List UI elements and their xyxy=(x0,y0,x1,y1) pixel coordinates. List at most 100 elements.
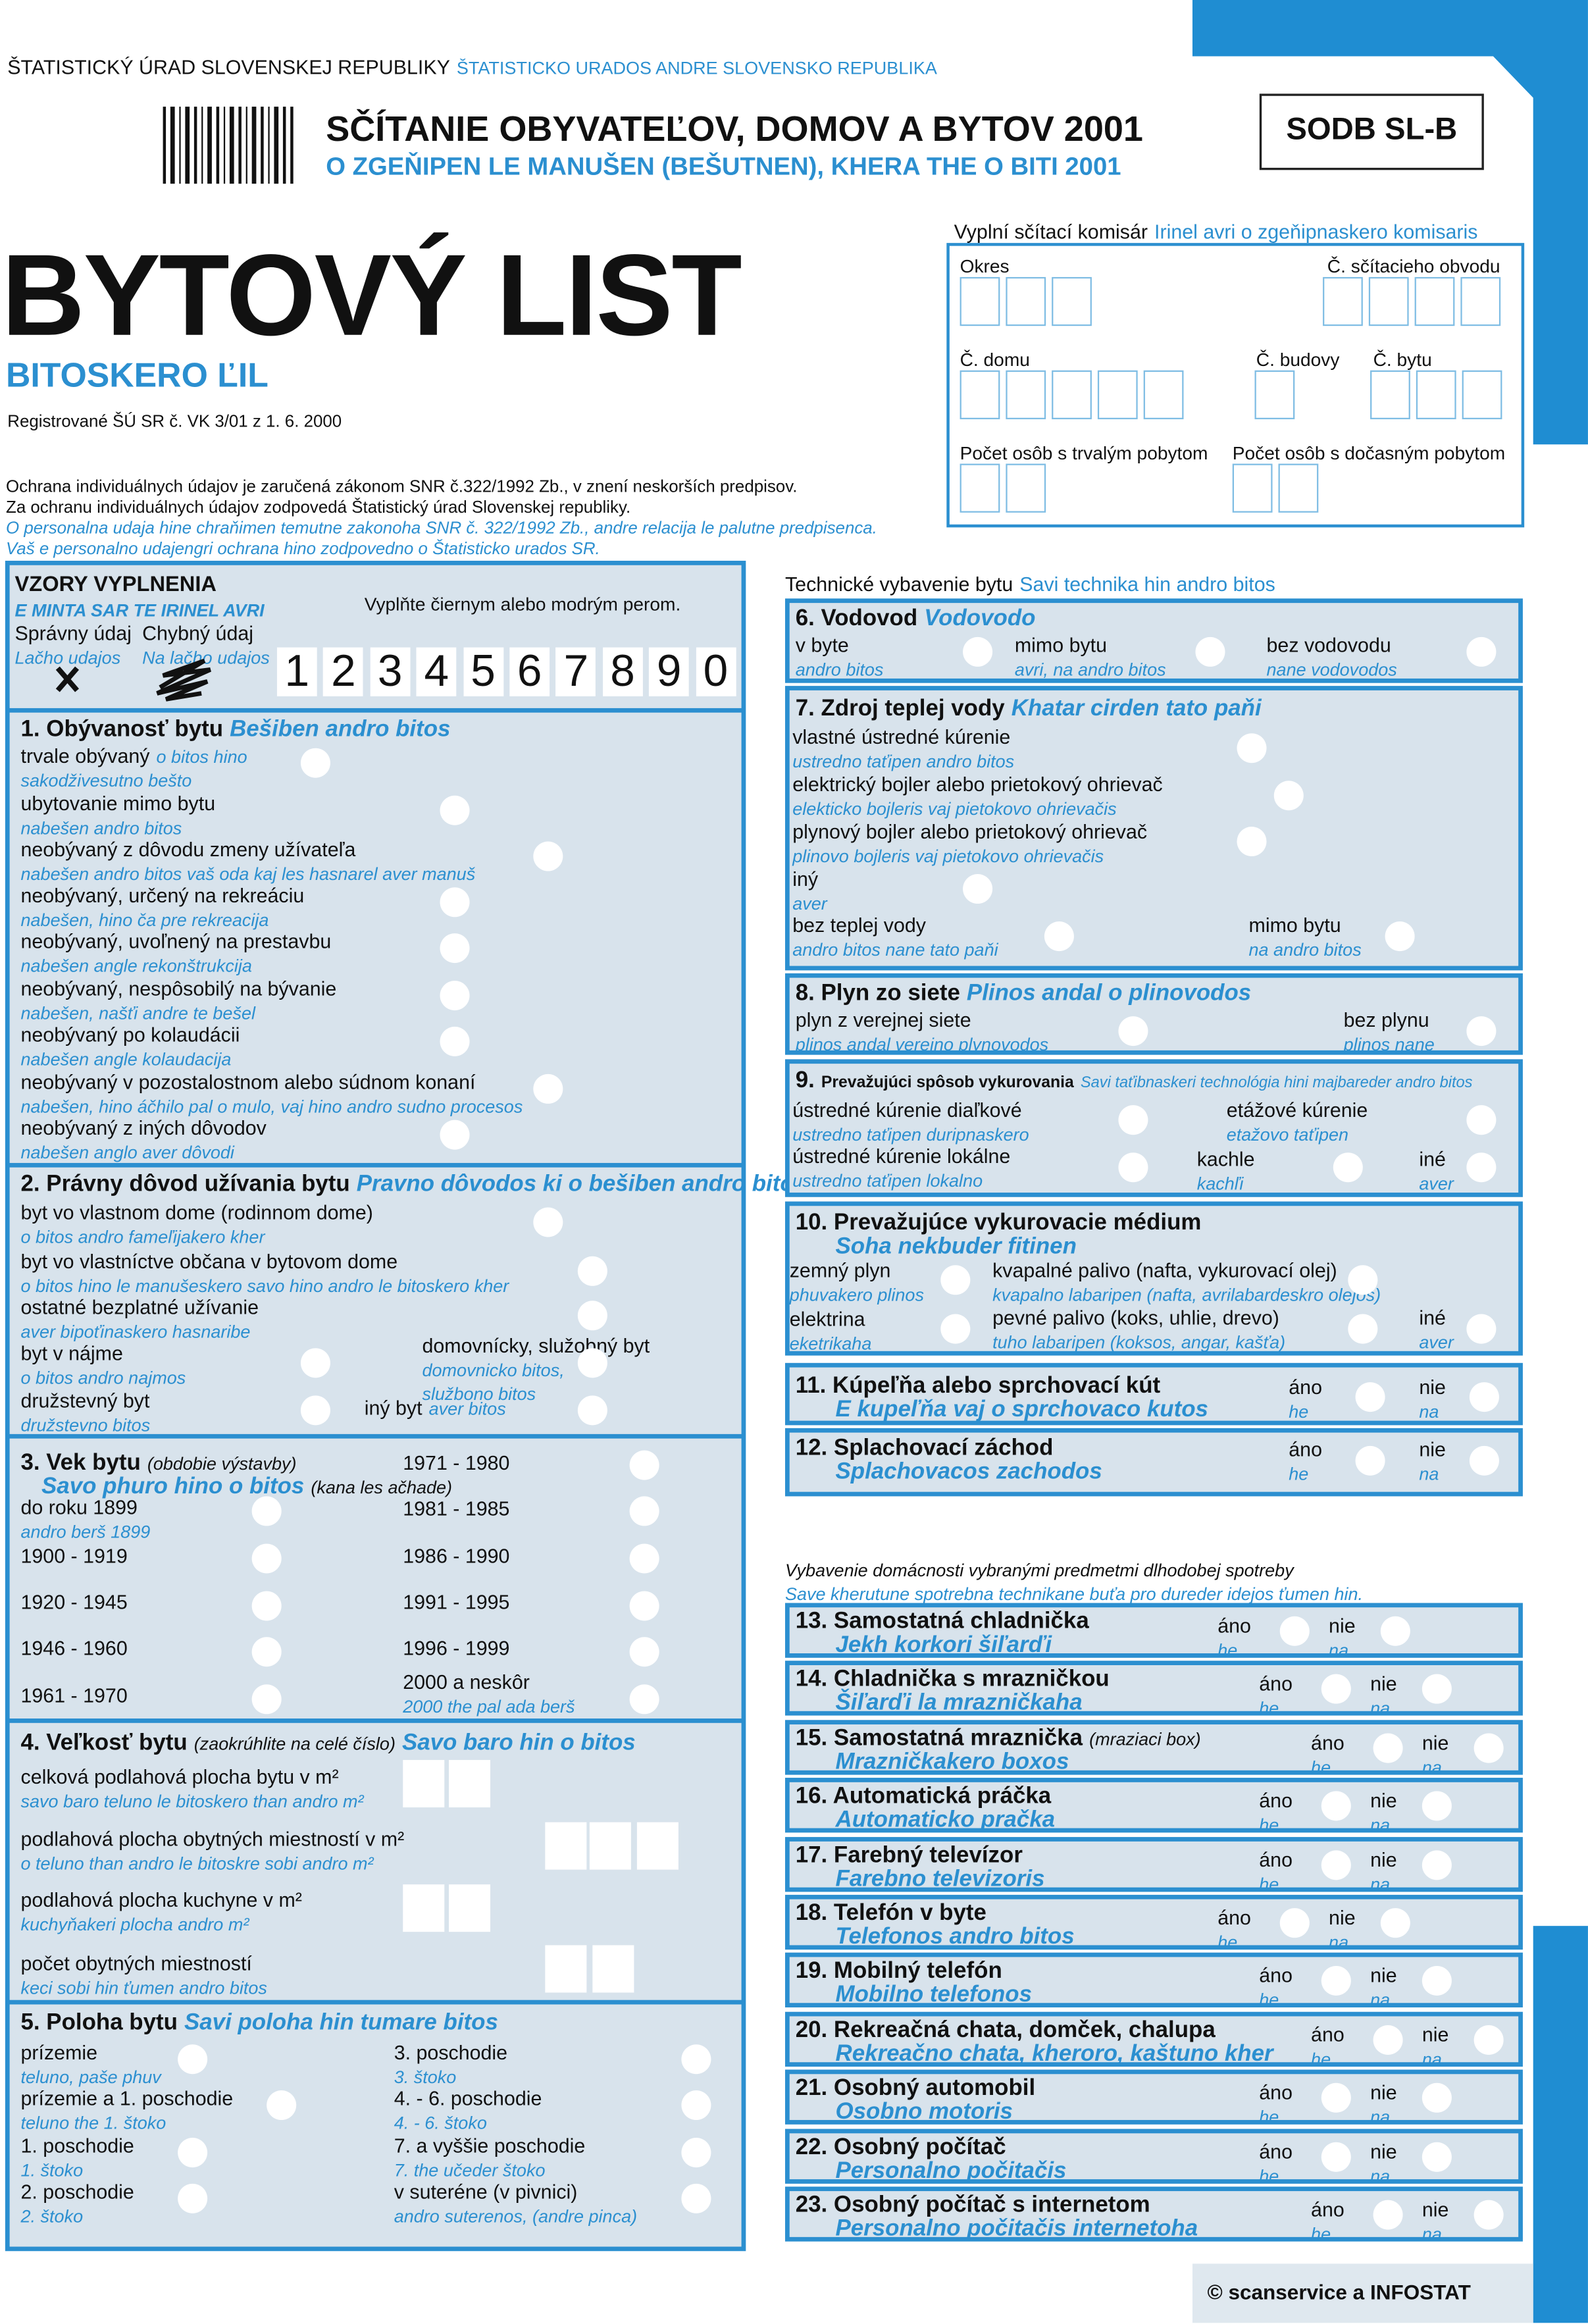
commissioner-label: Vyplní sčítací komisár xyxy=(954,220,1148,244)
section-separator xyxy=(7,1718,744,1723)
answer-yes-rom: he xyxy=(1259,1815,1279,1836)
question-title: 11. Kúpeľňa alebo sprchovací kút xyxy=(795,1373,1161,1399)
item-title: 18. Telefón v byte xyxy=(795,1900,986,1926)
answer-no: nie xyxy=(1370,2140,1397,2163)
option: celková podlahová plocha bytu v m² savo b… xyxy=(21,1766,364,1813)
question-box xyxy=(784,1059,1523,1197)
option-label: 1961 - 1970 xyxy=(20,1684,128,1707)
answer-circle xyxy=(629,1684,659,1715)
question-box xyxy=(784,973,1523,1055)
option: bez plynu plinos nane xyxy=(1344,1009,1435,1056)
answer-yes: áno xyxy=(1311,2198,1345,2221)
option: 3. poschodie 3. štoko xyxy=(394,2042,507,2089)
answer-yes: áno he xyxy=(1259,2140,1293,2188)
household-label-rom: Save kherutune spotrebna technikane buťa… xyxy=(784,1584,1364,1605)
item-title-rom: Šiľarďi la mrazničkaha xyxy=(835,1691,1083,1717)
title-note: Prevažujúci spôsob vykurovania xyxy=(821,1073,1074,1092)
option-label-rom: o bitos andro fameľijakero kher xyxy=(20,1226,265,1248)
option: zemný plyn phuvakero plinos xyxy=(790,1259,924,1306)
item-title: 18. Telefón v byte xyxy=(796,1902,986,1926)
answer-no-rom: na xyxy=(1329,1932,1349,1953)
option: neobývaný, uvoľnený na prestavbu nabešen … xyxy=(21,931,332,978)
option-label: bez teplej vody xyxy=(792,914,926,937)
question-title: 4. Veľkosť bytu xyxy=(20,1730,188,1756)
option-label-rom: družstevno bitos xyxy=(20,1414,151,1436)
item-title-rom: Personalno počitačis internetoha xyxy=(835,2216,1198,2242)
entry-cell xyxy=(960,463,1000,513)
item-title-rom: Rekreačno chata, kheroro, kaštuno kher xyxy=(836,2042,1273,2067)
option-label: v byte xyxy=(795,634,849,657)
answer-circle xyxy=(267,2090,297,2121)
answer-circle xyxy=(440,1120,470,1150)
option: 1986 - 1990 xyxy=(403,1545,509,1569)
item-title: 16. Automatická práčka xyxy=(796,1785,1051,1809)
item-title: 22. Osobný počítač xyxy=(796,2135,1006,2159)
answer-circle xyxy=(1422,2083,1452,2113)
sample-digit: 5 xyxy=(463,647,503,696)
question-box xyxy=(784,1661,1523,1717)
option-label: družstevný byt xyxy=(20,1389,150,1412)
answer-no-rom: na xyxy=(1329,1640,1349,1661)
answer-circle xyxy=(629,1543,659,1574)
answer-yes-rom: he xyxy=(1289,1463,1309,1485)
item-title: 19. Mobilný telefón xyxy=(795,1959,1002,1984)
answer-circle xyxy=(1466,1152,1497,1183)
option-label-rom: 2. štoko xyxy=(20,2206,84,2227)
privacy-line-rom: O personalna udaja hine chraňimen temutn… xyxy=(6,520,877,538)
household-label: Vybavenie domácnosti vybranými predmetmi… xyxy=(784,1560,1294,1581)
option-label: podlahová plocha kuchyne v m² xyxy=(20,1888,302,1911)
question-title-rom: Savo baro hin o bitos xyxy=(401,1730,636,1756)
option-label: 1991 - 1995 xyxy=(403,1591,510,1614)
option-label-rom: o bitos hino le manušeskero savo hino an… xyxy=(20,1276,509,1297)
field-label: Č. budovy xyxy=(1256,348,1340,372)
option-label: neobývaný, nespôsobilý na bývanie xyxy=(20,977,337,1000)
answer-circle xyxy=(577,1348,607,1378)
item-title-rom: Personalno počitačis xyxy=(835,2157,1067,2183)
field-label: Č. sčítacieho obvodu xyxy=(1327,255,1500,278)
field-label: Počet osôb s dočasným pobytom xyxy=(1233,442,1505,465)
option: 7. a vyššie poschodie 7. the učeder štoko xyxy=(394,2135,586,2182)
samples-title-rom: E MINTA SAR TE IRINEL AVRI xyxy=(14,600,265,621)
answer-circle xyxy=(533,1073,563,1104)
answer-yes: áno he xyxy=(1259,2082,1293,2129)
answer-no: nie na xyxy=(1370,1965,1397,2013)
answer-circle xyxy=(1380,1616,1410,1646)
answer-no-rom: na xyxy=(1370,1698,1391,1719)
option-label: mimo bytu xyxy=(1014,634,1108,657)
sample-digit: 1 xyxy=(276,647,317,696)
option-label-rom: plinovo bojleris vaj pietokovo ohrievači… xyxy=(792,846,1104,867)
option: 1961 - 1970 xyxy=(21,1684,128,1708)
answer-yes: áno he xyxy=(1217,1614,1251,1662)
answer-yes: áno xyxy=(1259,1848,1293,1871)
item-title: 19. Mobilný telefón xyxy=(795,1959,1002,1984)
wrong-sample: Chybný údaj Na lačho udajos xyxy=(142,622,270,669)
item-title-rom: Farebno televizoris xyxy=(835,1866,1045,1892)
answer-circle xyxy=(940,1265,971,1295)
answer-yes: áno he xyxy=(1259,1848,1293,1896)
question-title: 12. Splachovací záchod xyxy=(795,1435,1054,1461)
option-label-rom: nabešen andro bitos vaš oda kaj les hasn… xyxy=(20,864,476,885)
option: ostatné bezplatné užívanie aver bipoťinas… xyxy=(21,1297,259,1344)
answer-yes: áno xyxy=(1259,1790,1293,1813)
question-title-rom: Savo phuro hino o bitos xyxy=(41,1474,305,1499)
answer-circle xyxy=(1237,733,1267,763)
option-label: domovnícky, služobný byt xyxy=(422,1335,650,1357)
option-label: plynový bojler alebo prietokový ohrievač xyxy=(792,820,1148,843)
sample-digit: 9 xyxy=(649,647,690,696)
answer-circle xyxy=(533,1207,563,1237)
option-label-rom: 1. štoko xyxy=(20,2159,84,2181)
option: družstevný byt družstevno bitos xyxy=(21,1389,151,1437)
question-title: 6. Vodovod xyxy=(795,606,918,631)
question-title-rom: Savo phuro hino o bitos (kana les ačhade… xyxy=(41,1474,452,1499)
answer-yes-rom: he xyxy=(1259,1873,1279,1894)
answer-yes: áno xyxy=(1311,1731,1345,1754)
entry-cell xyxy=(1416,370,1456,420)
item-title: 13. Samostatná chladnička xyxy=(795,1609,1089,1634)
question-box xyxy=(784,1201,1523,1356)
field-label: Počet osôb s trvalým pobytom xyxy=(960,442,1208,465)
option-label: kvapalné palivo (nafta, vykurovací olej) xyxy=(992,1259,1337,1282)
correct-sample: Správny údaj Lačho udajos xyxy=(15,622,132,669)
answer-circle xyxy=(629,1591,659,1621)
option: 1920 - 1945 xyxy=(21,1591,128,1614)
